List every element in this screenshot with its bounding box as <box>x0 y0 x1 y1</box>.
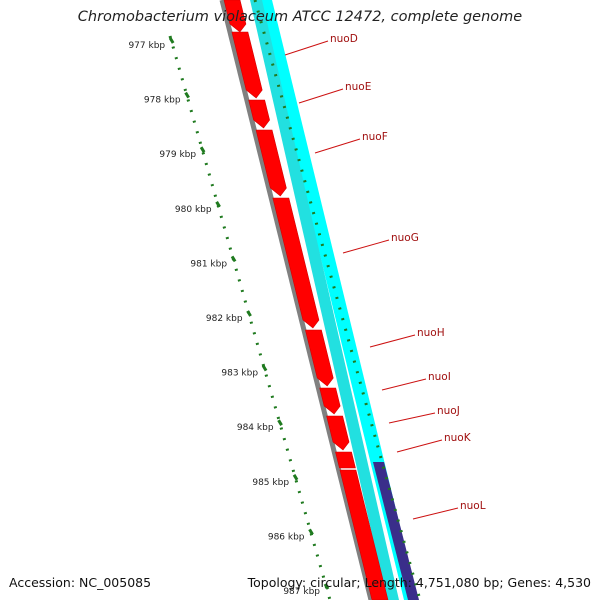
gene-label-leader <box>342 239 390 254</box>
ruler-tick-label: 981 kbp <box>190 259 227 269</box>
gene-label-leader <box>388 412 436 424</box>
ruler-tick <box>292 474 299 481</box>
backbone-line <box>219 0 374 601</box>
ruler-tick <box>246 310 252 317</box>
ruler-tick-label: 978 kbp <box>144 96 181 106</box>
ruler-tick <box>277 419 283 426</box>
ruler-tick <box>308 528 314 536</box>
gene-label: nuoI <box>428 371 451 383</box>
gene-label-leader <box>298 88 344 104</box>
navy-feature <box>373 462 419 600</box>
gene-labels: nuoD nuoE nuoF nuoG nuoH nuoI nuoJ nuoK nuoL <box>284 33 486 520</box>
cyan-track-outer <box>258 0 418 600</box>
cds-arrow <box>305 329 334 387</box>
kbp-ruler: 977 kbp 978 kbp 979 kbp 980 kbp 981 kbp 982 k… <box>128 35 332 601</box>
gene-label: nuoL <box>460 500 486 512</box>
genome-summary: Topology: circular; Length: 4,751,080 bp… <box>247 575 591 590</box>
ruler-tick <box>168 37 175 44</box>
ruler-tick <box>261 364 268 372</box>
cds-arrow <box>248 99 270 129</box>
gene-label: nuoK <box>444 432 472 444</box>
gene-label-leader <box>396 439 443 453</box>
cds-arrow <box>255 129 287 197</box>
ruler-tick-label: 980 kbp <box>175 205 212 215</box>
tracks <box>219 0 422 601</box>
ruler-tick <box>215 201 221 208</box>
cds-arrow <box>335 451 356 469</box>
gene-label: nuoH <box>417 327 445 339</box>
ruler-tick-label: 977 kbp <box>128 41 165 51</box>
accession-label: Accession: NC_005085 <box>9 575 152 590</box>
gene-label: nuoF <box>362 131 388 143</box>
ruler-tick <box>230 255 237 263</box>
gene-label: nuoD <box>330 33 358 45</box>
cds-arrow <box>231 31 263 99</box>
gene-label-leader <box>284 40 329 56</box>
ruler-tick-label: 987 kbp <box>283 587 320 597</box>
cds-arrow <box>272 197 320 329</box>
dotted-guide <box>253 0 422 601</box>
ruler-tick <box>323 583 330 590</box>
ruler-tick <box>184 91 190 99</box>
cds-track <box>223 0 389 601</box>
cds-arrow <box>319 387 341 415</box>
gene-label-leader <box>369 334 416 348</box>
ruler-tick-label: 986 kbp <box>268 532 305 542</box>
ruler-tick <box>199 146 206 153</box>
cds-arrow <box>326 415 350 451</box>
gene-label: nuoE <box>345 81 371 93</box>
ruler-tick-label: 982 kbp <box>206 314 243 324</box>
gene-label-leader <box>381 378 427 391</box>
cds-arrow <box>223 0 247 33</box>
gene-label: nuoJ <box>437 405 460 417</box>
ruler-tick-label: 984 kbp <box>237 423 274 433</box>
map-title: Chromobacterium violaceum ATCC 12472, co… <box>77 9 523 25</box>
gene-label-leader <box>314 138 361 154</box>
gene-label: nuoG <box>391 232 419 244</box>
ruler-tick-label: 985 kbp <box>252 478 289 488</box>
ruler-tick-label: 983 kbp <box>221 369 258 379</box>
ruler-tick-label: 979 kbp <box>159 150 196 160</box>
gene-label-leader <box>412 507 459 520</box>
cyan-track-inner <box>250 0 399 600</box>
